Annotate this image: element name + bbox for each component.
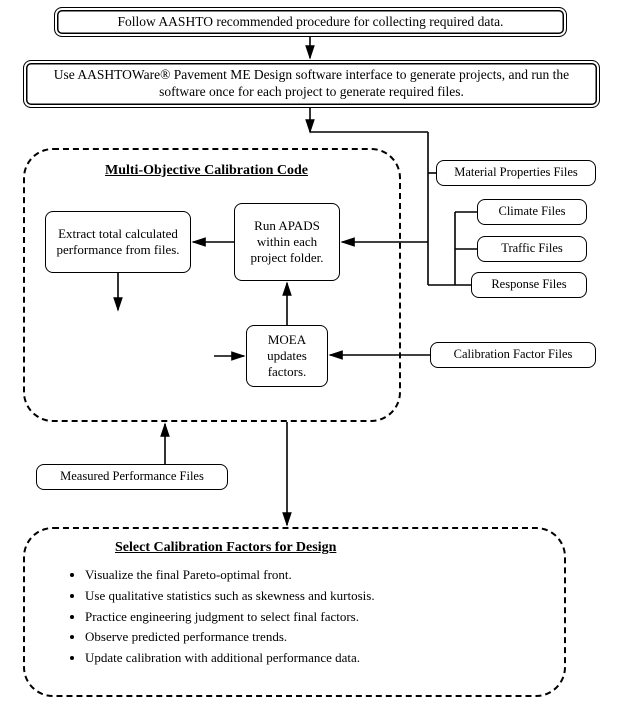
multi-objective-container <box>23 148 401 422</box>
traffic-files-box: Traffic Files <box>477 236 587 262</box>
climate-files-box: Climate Files <box>477 199 587 225</box>
material-files-box: Material Properties Files <box>436 160 596 186</box>
extract-box: Extract total calculated performance fro… <box>45 211 191 273</box>
aashtoware-box: Use AASHTOWare® Pavement ME Design softw… <box>23 60 600 108</box>
run-apads-box: Run APADS within each project folder. <box>234 203 340 281</box>
bullet-1: Visualize the final Pareto-optimal front… <box>85 565 525 586</box>
measured-performance-box: Measured Performance Files <box>36 464 228 490</box>
calibration-factor-box: Calibration Factor Files <box>430 342 596 368</box>
bullet-4: Observe predicted performance trends. <box>85 627 525 648</box>
select-factors-bullets: Visualize the final Pareto-optimal front… <box>55 565 525 669</box>
bullet-5: Update calibration with additional perfo… <box>85 648 525 669</box>
moea-box: MOEA updates factors. <box>246 325 328 387</box>
select-factors-title: Select Calibration Factors for Design <box>115 540 336 556</box>
collect-data-box: Follow AASHTO recommended procedure for … <box>54 7 567 37</box>
bullet-2: Use qualitative statistics such as skewn… <box>85 586 525 607</box>
multi-objective-title: Multi-Objective Calibration Code <box>105 163 308 179</box>
response-files-box: Response Files <box>471 272 587 298</box>
bullet-3: Practice engineering judgment to select … <box>85 607 525 628</box>
